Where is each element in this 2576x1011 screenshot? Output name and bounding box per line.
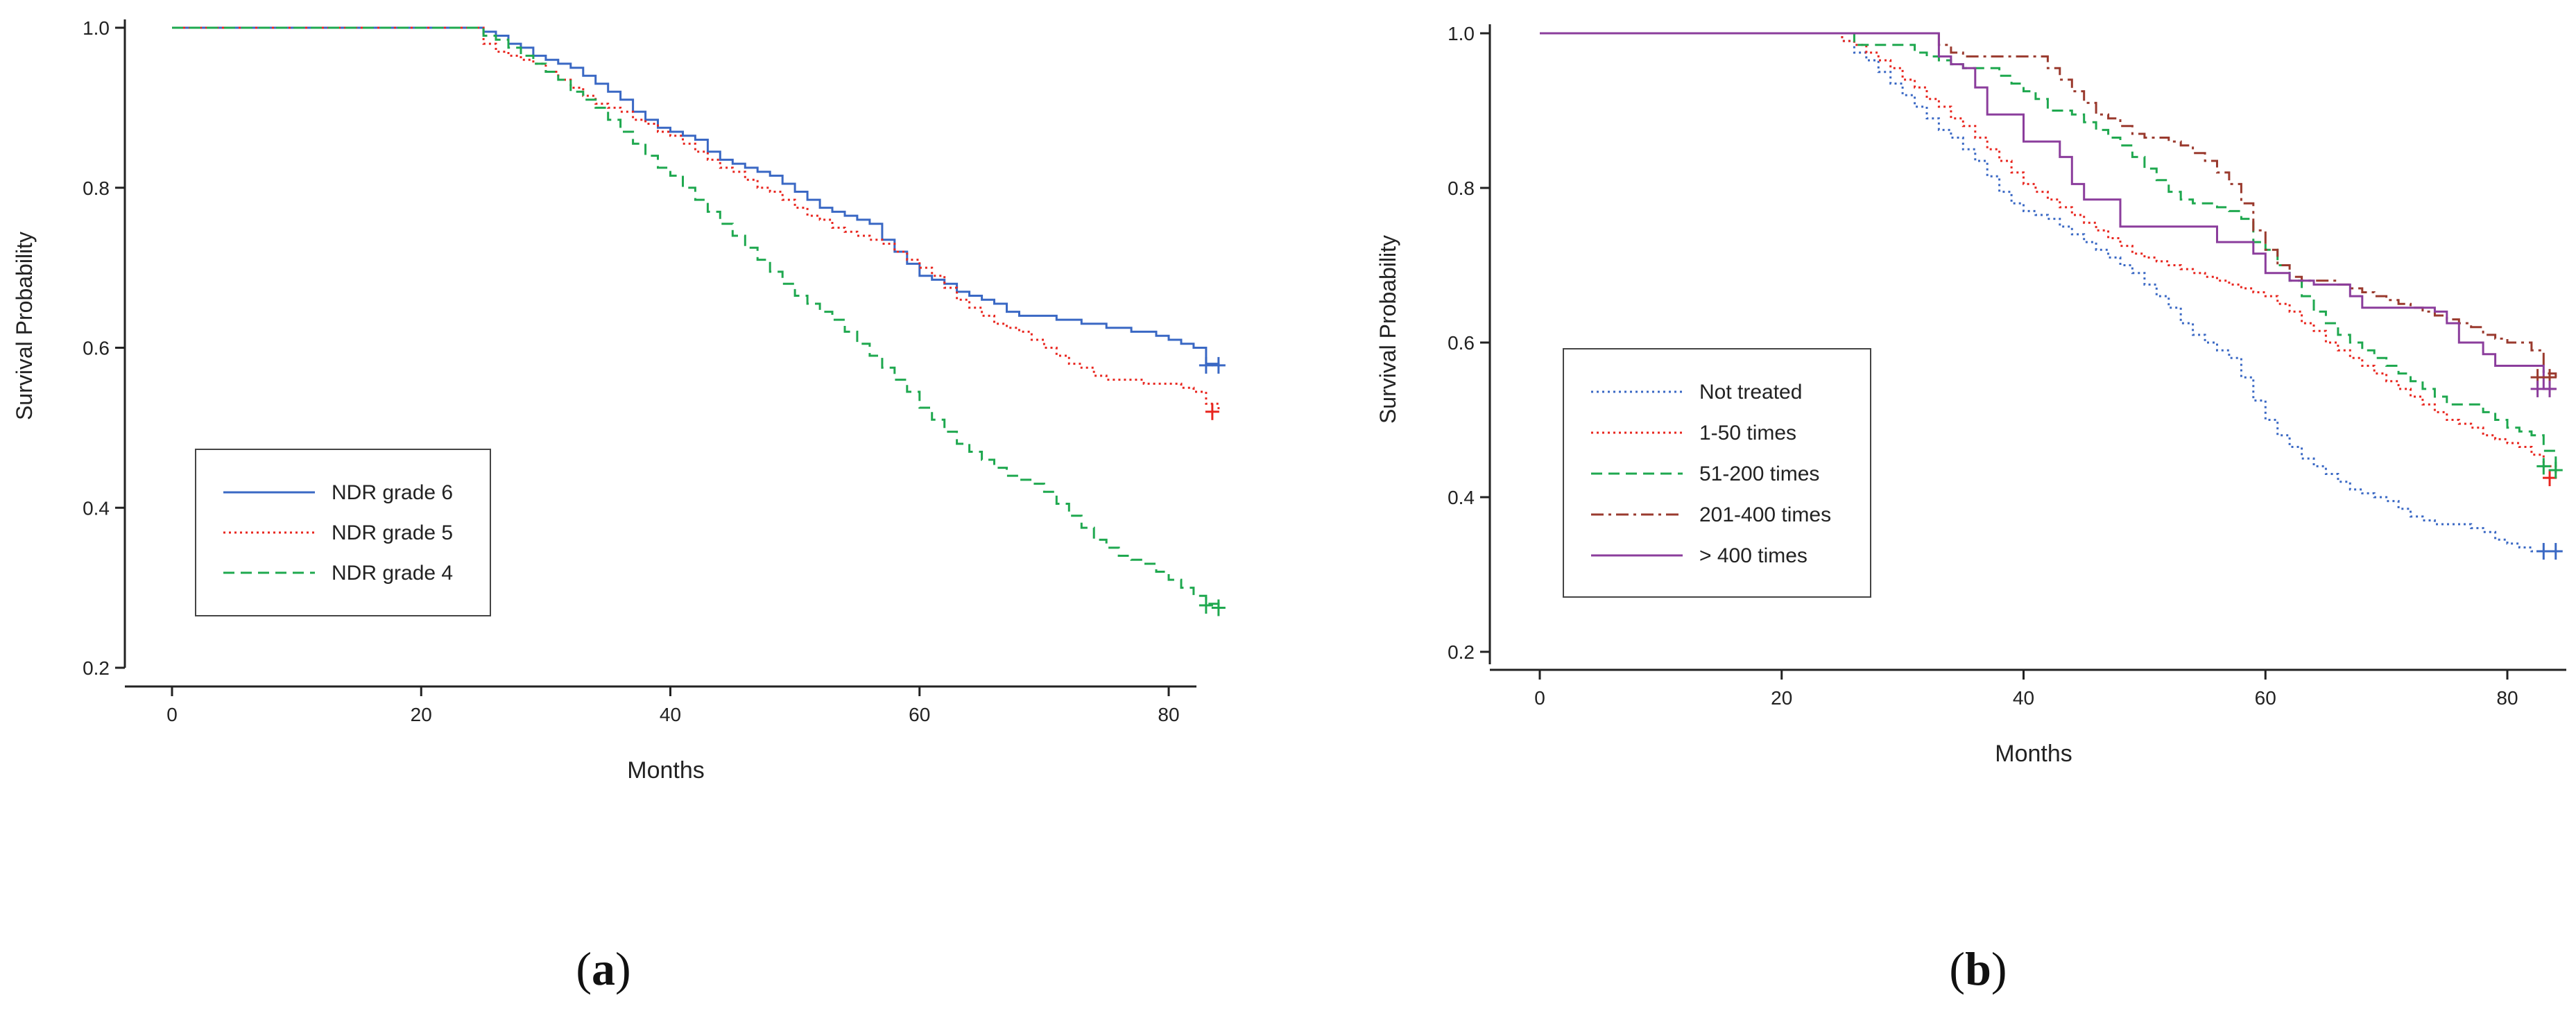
- legend-label: NDR grade 6: [332, 481, 453, 504]
- x-tick-label: 0: [1534, 687, 1545, 709]
- plot-area: [1540, 32, 2563, 560]
- censor-mark: [2543, 469, 2557, 487]
- legend-label: 51-200 times: [1699, 463, 1819, 485]
- censor-mark: [2543, 380, 2557, 397]
- legend-label: NDR grade 5: [332, 521, 453, 544]
- legend-label: 201-400 times: [1699, 503, 1831, 526]
- legend-label: > 400 times: [1699, 544, 1808, 567]
- x-tick-label: 20: [411, 704, 432, 725]
- series-line-not-treated: [1540, 32, 2556, 553]
- y-tick-label: 0.4: [1448, 487, 1475, 508]
- chart-panel-b: 0.2 0.4 0.6 0.8 1.0 Survival Probability 0 20…: [1375, 23, 2566, 995]
- legend-label: NDR grade 4: [332, 562, 453, 585]
- censor-mark: [1199, 597, 1213, 614]
- series-line-400-times: [1540, 32, 2556, 390]
- x-tick-label: 40: [2013, 687, 2034, 709]
- y-tick-label: 0.8: [83, 178, 110, 199]
- censor-mark: [1199, 356, 1213, 374]
- series-line-51-200-times: [1540, 32, 2557, 470]
- series-line-1-50-times: [1540, 32, 2557, 482]
- legend: Not treated 1-50 times 51-200 times 201-400…: [1563, 348, 1871, 598]
- censor-mark: [1205, 403, 1219, 420]
- chart-panel-a: 0.2 0.4 0.6 0.8 1.0 Survival Probability 0 20…: [12, 17, 1226, 995]
- y-tick-label: 0.8: [1448, 178, 1475, 199]
- x-axis: 0 20 40 60 80 Months: [1490, 668, 2566, 767]
- caption-close: ): [615, 942, 631, 995]
- x-axis: 0 20 40 60 80 Months: [125, 685, 1196, 784]
- x-tick-label: 0: [166, 704, 178, 725]
- legend-label: Not treated: [1699, 381, 1802, 404]
- caption-letter: a: [592, 942, 615, 995]
- caption-close: ): [1991, 942, 2007, 995]
- caption-letter: b: [1965, 942, 1991, 995]
- caption-open: (: [1949, 942, 1965, 995]
- y-axis: 0.2 0.4 0.6 0.8 1.0 Survival Probability: [12, 17, 126, 679]
- censor-mark: [2536, 458, 2551, 475]
- series-line-ndr-grade-6: [172, 26, 1220, 365]
- x-tick-label: 20: [1771, 687, 1792, 709]
- censor-mark: [1211, 356, 1226, 374]
- y-axis-label: Survival Probability: [1375, 235, 1400, 424]
- series-line-ndr-grade-5: [172, 26, 1220, 412]
- censor-mark: [1211, 599, 1226, 616]
- x-tick-label: 60: [909, 704, 930, 725]
- censor-mark: [2530, 380, 2545, 397]
- y-axis: 0.2 0.4 0.6 0.8 1.0 Survival Probability: [1375, 23, 1491, 664]
- caption-a: (a): [576, 942, 630, 995]
- x-tick-label: 40: [660, 704, 681, 725]
- caption-b: (b): [1949, 942, 2007, 995]
- y-tick-label: 0.4: [83, 497, 110, 519]
- x-tick-label: 80: [1158, 704, 1179, 725]
- y-tick-label: 0.2: [1448, 641, 1475, 663]
- plot-area: [172, 26, 1226, 616]
- legend-label: 1-50 times: [1699, 422, 1796, 444]
- y-tick-label: 1.0: [83, 17, 110, 39]
- y-tick-label: 1.0: [1448, 23, 1475, 44]
- y-tick-label: 0.6: [1448, 332, 1475, 354]
- x-axis-label: Months: [627, 757, 705, 784]
- caption-open: (: [576, 942, 592, 995]
- legend: NDR grade 6 NDR grade 5 NDR grade 4: [195, 449, 491, 616]
- censor-mark: [2536, 543, 2551, 560]
- y-tick-label: 0.2: [83, 657, 110, 679]
- censor-mark: [2548, 461, 2563, 478]
- y-tick-label: 0.6: [83, 338, 110, 359]
- x-tick-label: 60: [2255, 687, 2276, 709]
- censor-mark: [2548, 543, 2563, 560]
- series-line-ndr-grade-4: [172, 26, 1220, 608]
- x-tick-label: 80: [2496, 687, 2518, 709]
- x-axis-label: Months: [1995, 741, 2072, 767]
- y-axis-label: Survival Probability: [12, 232, 37, 420]
